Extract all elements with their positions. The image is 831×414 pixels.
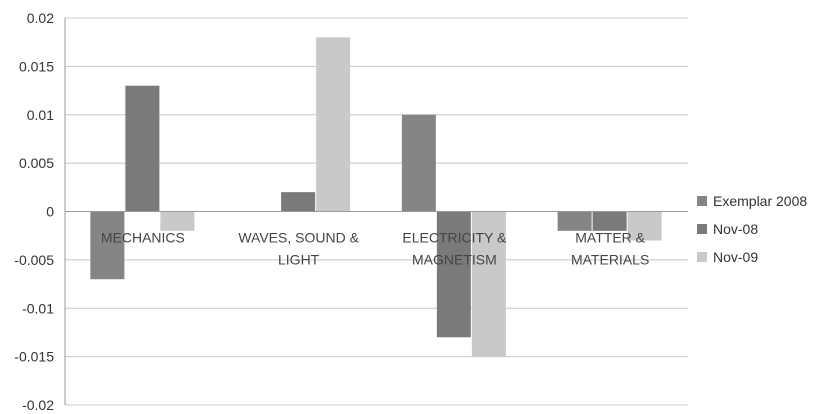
bar	[627, 211, 662, 241]
y-tick-label: -0.01	[22, 300, 54, 316]
category-label: ELECTRICITY &	[402, 230, 507, 246]
bar	[557, 211, 592, 231]
y-tick-label: 0.005	[19, 155, 54, 171]
category-label: MATTER &	[575, 230, 645, 246]
legend-swatch	[697, 224, 707, 234]
y-tick-labels: 0.02 0.015 0.01 0.005 0 -0.005 -0.01 -0.015 -0.0…	[14, 10, 54, 413]
axes	[64, 18, 688, 405]
category-label: WAVES, SOUND &	[238, 230, 359, 246]
bar	[471, 211, 506, 357]
bar	[160, 211, 195, 231]
category-label: MAGNETISM	[412, 252, 497, 268]
legend-label: Exemplar 2008	[713, 193, 807, 209]
y-tick-label: 0	[46, 204, 54, 220]
y-tick-label: 0.01	[27, 107, 54, 123]
legend-swatch	[697, 196, 707, 206]
y-tick-label: -0.015	[14, 349, 54, 365]
legend-swatch	[697, 252, 707, 262]
bars	[90, 37, 662, 357]
legend-label: Nov-08	[713, 221, 758, 237]
y-tick-label: 0.015	[19, 58, 54, 74]
category-label: MATERIALS	[571, 252, 649, 268]
bar	[125, 85, 160, 212]
category-label: LIGHT	[278, 252, 320, 268]
category-labels: MECHANICS WAVES, SOUND & LIGHT ELECTRICITY …	[101, 230, 649, 268]
bar	[401, 114, 436, 212]
y-tick-label: -0.02	[22, 397, 54, 413]
bar	[592, 211, 627, 231]
bar	[436, 211, 471, 338]
bar	[90, 211, 125, 280]
legend-label: Nov-09	[713, 249, 758, 265]
bar	[281, 192, 316, 212]
y-tick-label: 0.02	[27, 10, 54, 26]
legend: Exemplar 2008 Nov-08 Nov-09	[697, 193, 807, 265]
bar	[316, 37, 351, 212]
y-tick-label: -0.005	[14, 252, 54, 268]
category-label: MECHANICS	[101, 230, 185, 246]
